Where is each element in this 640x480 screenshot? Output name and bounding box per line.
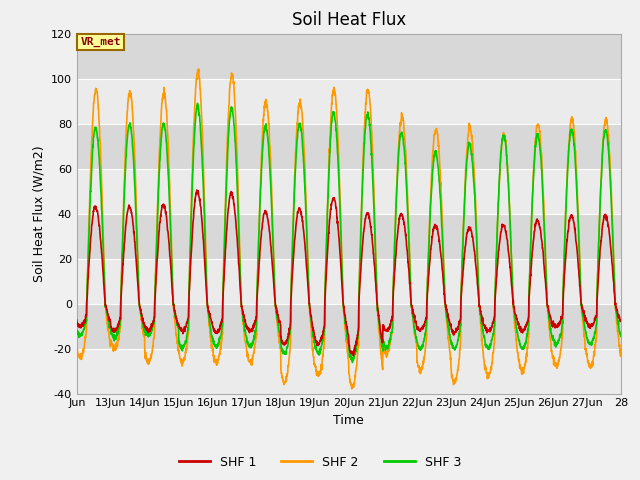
Bar [77,79,621,123]
Legend: SHF 1, SHF 2, SHF 3: SHF 1, SHF 2, SHF 3 [173,451,467,474]
X-axis label: Time: Time [333,414,364,427]
Bar [77,348,621,394]
Text: VR_met: VR_met [80,37,121,47]
Bar [77,259,621,303]
Bar [77,303,621,348]
Bar [77,34,621,79]
Title: Soil Heat Flux: Soil Heat Flux [292,11,406,29]
Y-axis label: Soil Heat Flux (W/m2): Soil Heat Flux (W/m2) [32,145,45,282]
Bar [77,123,621,168]
Bar [77,214,621,259]
Bar [77,168,621,214]
